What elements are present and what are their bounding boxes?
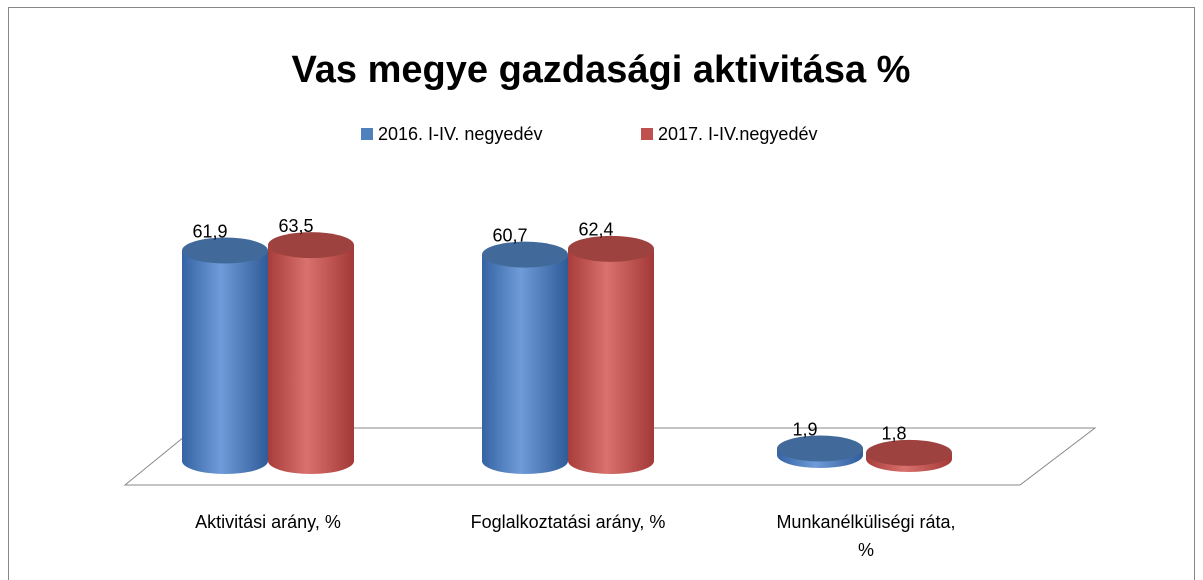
legend-swatch (361, 128, 373, 140)
x-tick-label: Foglalkoztatási arány, % (470, 512, 666, 532)
bar-body (182, 250, 268, 461)
legend-label: 2016. I-IV. negyedév (378, 124, 542, 144)
bar (777, 435, 863, 468)
chart-title: Vas megye gazdasági aktivitása % (292, 49, 911, 91)
bar (866, 439, 952, 472)
bar (268, 232, 354, 474)
data-label: 61,9 (192, 221, 227, 241)
bar-top (777, 435, 863, 462)
bar (182, 237, 268, 474)
bar (568, 235, 654, 474)
bar-body (268, 245, 354, 461)
legend-swatch (641, 128, 653, 140)
bar-body (482, 254, 568, 461)
bar-body (568, 248, 654, 461)
data-label: 62,4 (578, 220, 613, 240)
bar-top (182, 237, 268, 264)
bar-top (866, 439, 952, 466)
bar-top (482, 241, 568, 268)
bar (482, 241, 568, 474)
frame (8, 7, 1195, 580)
x-tick-label: Aktivitási arány, % (195, 512, 341, 532)
data-label: 60,7 (492, 225, 527, 245)
data-label: 63,5 (278, 216, 313, 236)
legend-label: 2017. I-IV.negyedév (658, 124, 817, 144)
data-label: 1,8 (881, 424, 906, 444)
data-label: 1,9 (792, 419, 817, 439)
bar-top (268, 232, 354, 259)
bar-top (568, 235, 654, 262)
x-tick-label: Munkanélküliségi ráta, % (776, 512, 956, 560)
